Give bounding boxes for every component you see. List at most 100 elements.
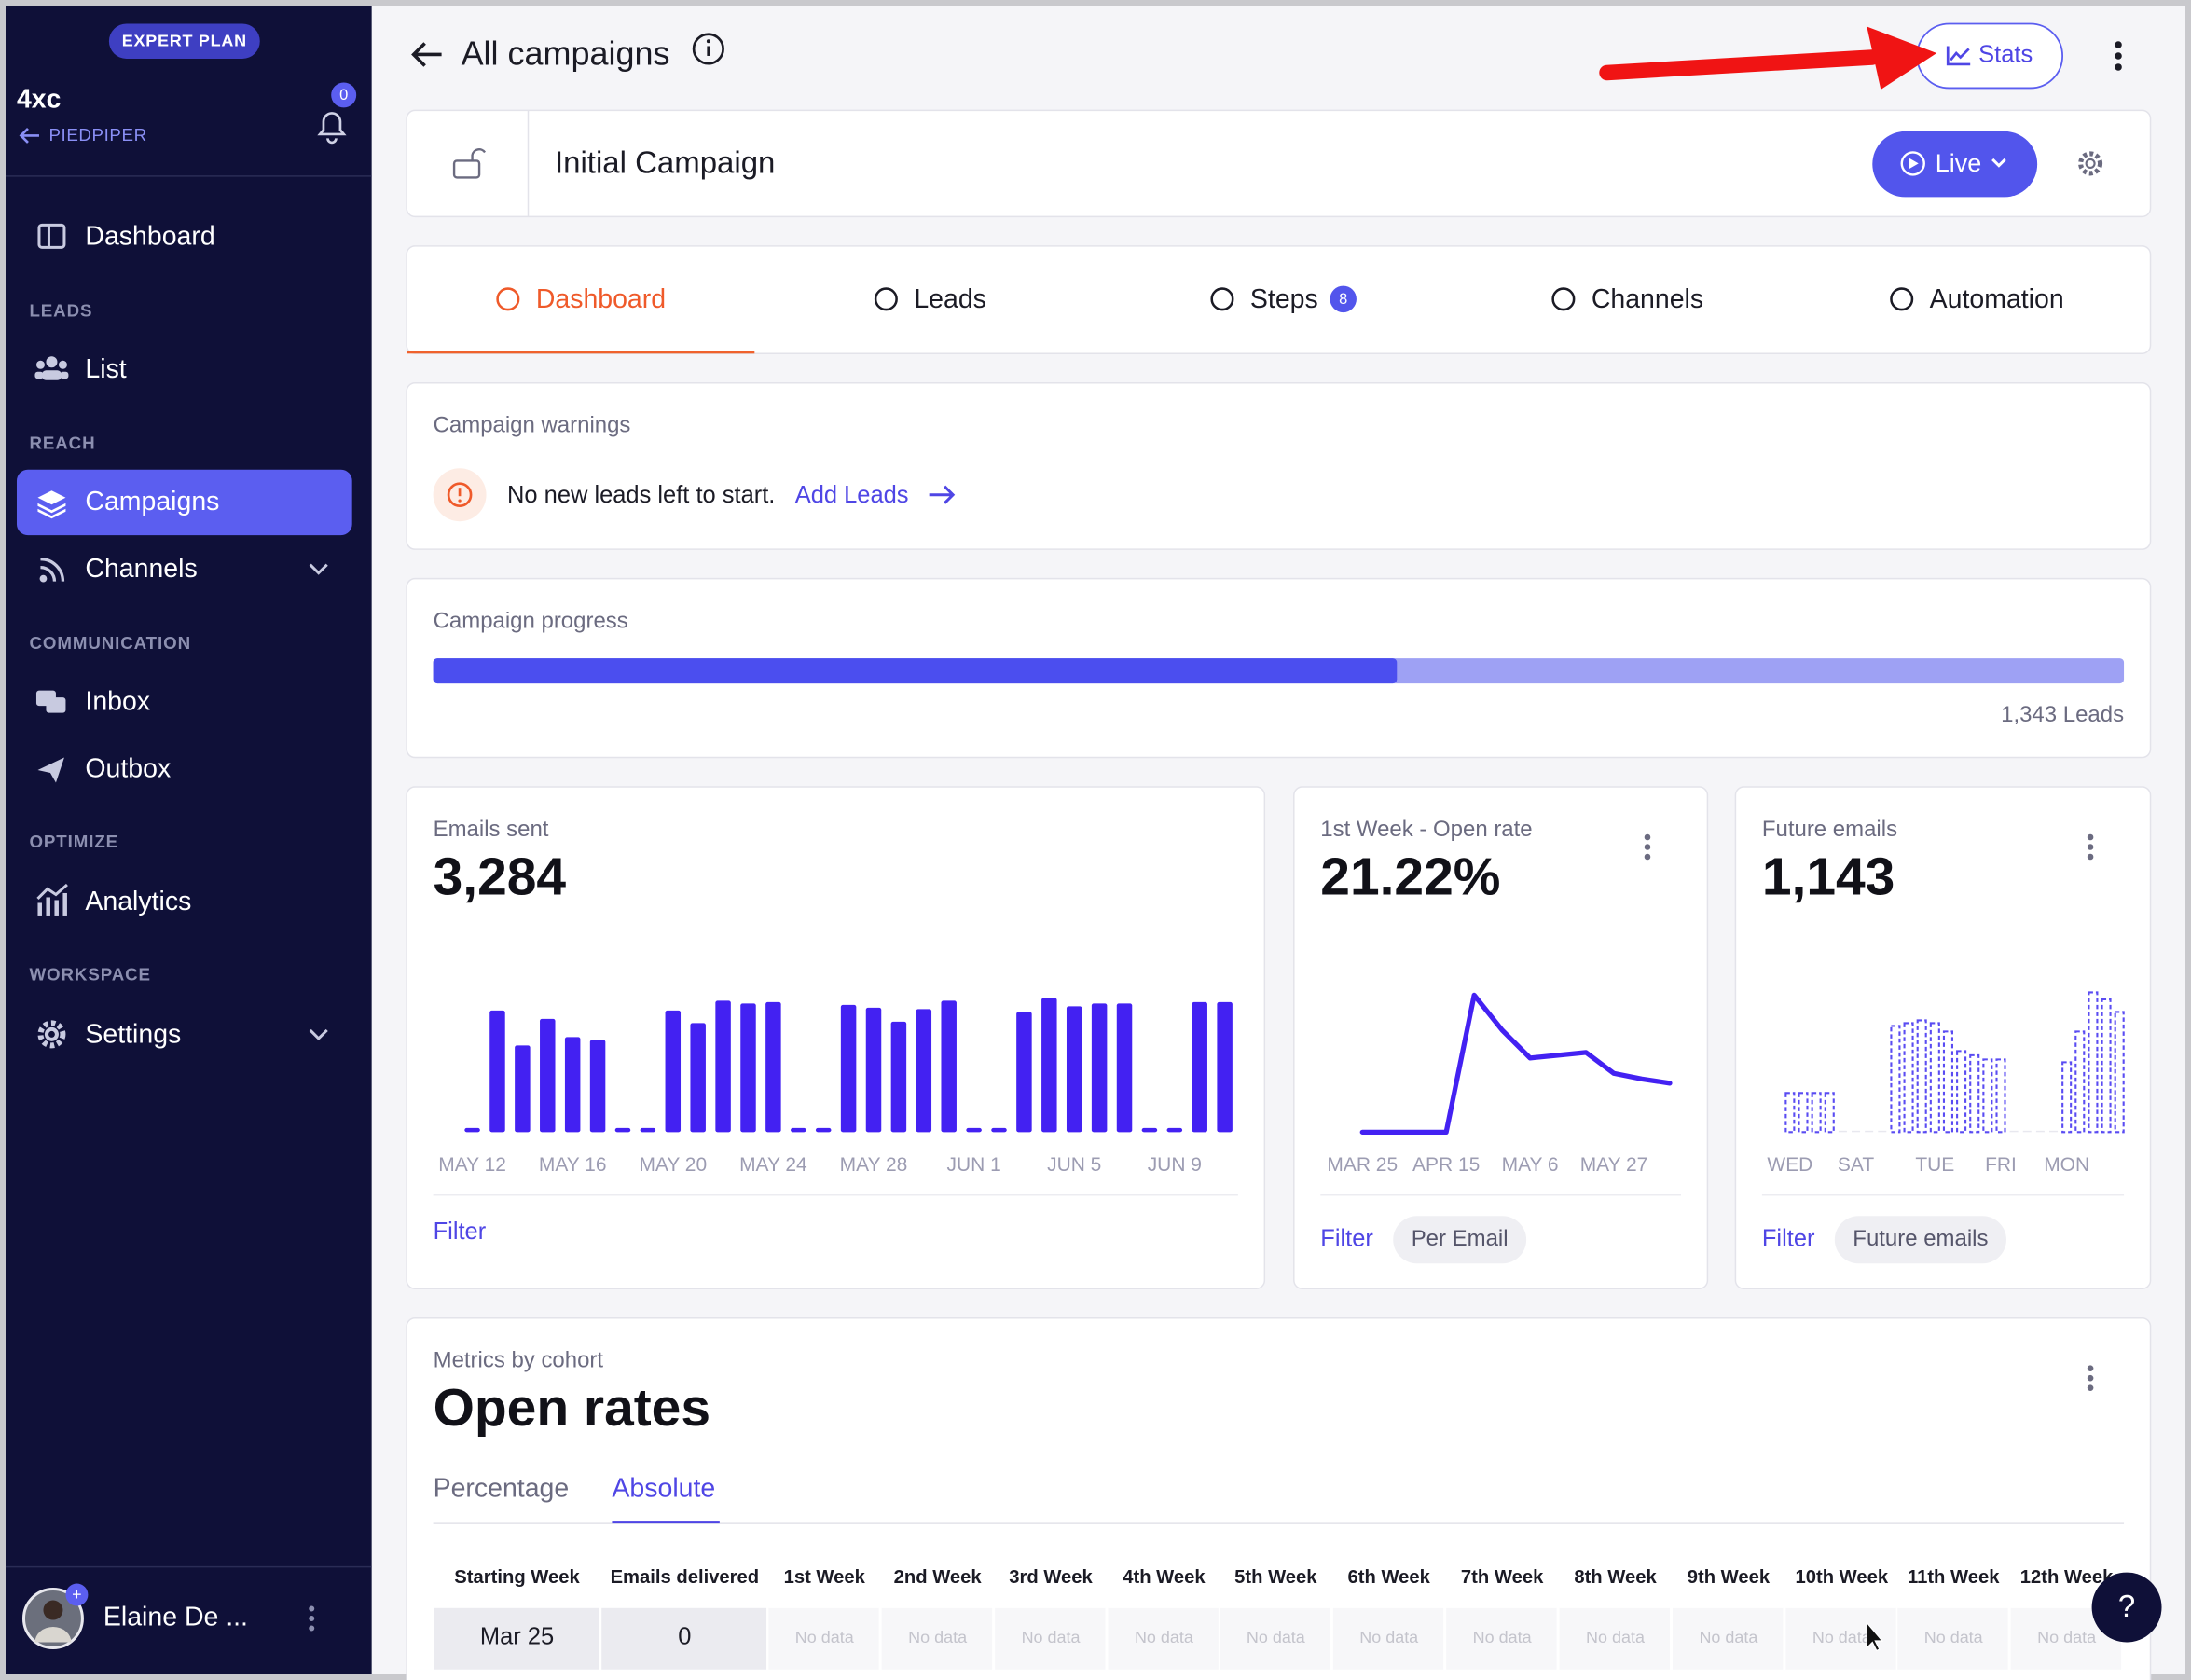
user-name[interactable]: Elaine De ...	[103, 1603, 248, 1632]
tab-active[interactable]: Dashboard	[536, 284, 666, 314]
x-tick-label: WED	[1767, 1154, 1812, 1176]
progress-title: Campaign progress	[434, 608, 628, 633]
card-menu[interactable]	[2087, 833, 2094, 861]
table-cell-text: No data	[2037, 1628, 2096, 1646]
stats-label[interactable]: Stats	[1978, 42, 2033, 68]
warning-icon-dot	[458, 499, 462, 503]
bell-icon[interactable]	[317, 112, 347, 145]
avatar-body	[34, 1627, 72, 1643]
table-cell	[993, 1606, 1107, 1672]
info-icon[interactable]	[692, 33, 724, 65]
bar	[589, 1040, 606, 1133]
table-cell	[1444, 1606, 1559, 1672]
pill-label[interactable]: Per Email	[1412, 1226, 1509, 1251]
nav-outbox[interactable]: Outbox	[85, 754, 171, 784]
live-button[interactable]	[1872, 131, 2038, 198]
nav-channels[interactable]: Channels	[85, 554, 197, 584]
gear-center	[2085, 158, 2096, 169]
nav-campaigns[interactable]: Campaigns	[85, 487, 219, 516]
nav-settings[interactable]: Settings	[85, 1019, 181, 1049]
table-cell	[1106, 1606, 1220, 1672]
live-label[interactable]: Live	[1936, 149, 1981, 177]
help-button[interactable]	[2091, 1572, 2162, 1643]
tab[interactable]: Automation	[1930, 284, 2064, 314]
pill-label[interactable]: Future emails	[1853, 1226, 1988, 1251]
bar	[815, 1127, 832, 1133]
nav-active-bg	[16, 469, 352, 536]
cohort-menu[interactable]	[2087, 1365, 2094, 1391]
x-tick-label: MAY 27	[1580, 1154, 1648, 1176]
tab-badge: 8	[1339, 291, 1347, 308]
bar	[791, 1127, 806, 1133]
nav-section: COMMUNICATION	[29, 633, 191, 653]
tab[interactable]: Steps	[1250, 284, 1318, 314]
filter-link[interactable]: Filter	[1320, 1225, 1373, 1251]
page-title: All campaigns	[462, 34, 670, 72]
stat-card	[406, 786, 1266, 1289]
back-icon[interactable]	[19, 127, 39, 144]
back-arrow[interactable]	[411, 42, 442, 67]
add-leads-arrow[interactable]	[929, 485, 956, 504]
nav-list[interactable]: List	[85, 354, 126, 384]
nav-inbox[interactable]: Inbox	[85, 687, 150, 717]
gear-icon[interactable]	[2078, 151, 2103, 176]
table-cell-text: No data	[1247, 1628, 1305, 1646]
tabs: Dashboard Leads Steps 8 Channels Automation	[496, 284, 2064, 314]
campaign-bar	[406, 109, 2152, 218]
nav-dashboard[interactable]: Dashboard	[85, 221, 214, 251]
filter-link[interactable]: Filter	[434, 1219, 487, 1245]
user-menu[interactable]	[309, 1605, 315, 1632]
bar	[991, 1127, 1007, 1133]
table-header: 2nd Week	[894, 1567, 983, 1588]
nav-analytics[interactable]: Analytics	[85, 887, 191, 916]
cohort-subtitle: Metrics by cohort	[434, 1348, 604, 1373]
dashed-bar	[1852, 1130, 1861, 1133]
card-menu[interactable]	[1644, 833, 1651, 861]
table-header: Emails delivered	[611, 1567, 760, 1588]
add-leads-link[interactable]: Add Leads	[795, 482, 909, 508]
bar	[1141, 1127, 1158, 1133]
dashed-bar	[1838, 1130, 1847, 1133]
dashed-bar	[1890, 1025, 1901, 1134]
table-header: 11th Week	[1908, 1567, 2000, 1588]
bar	[840, 1004, 857, 1133]
stats-icon	[1946, 46, 1971, 66]
bar	[941, 1000, 957, 1133]
bar	[715, 1000, 731, 1133]
table-header: 4th Week	[1123, 1567, 1206, 1588]
warning-message: No new leads left to start.	[507, 482, 775, 508]
dashed-bar	[1824, 1092, 1835, 1134]
pill[interactable]	[1834, 1216, 2006, 1264]
table-cell	[1671, 1606, 1784, 1672]
tab[interactable]: Leads	[914, 284, 986, 314]
table-cell-text: No data	[1473, 1628, 1532, 1646]
campaign-name: Initial Campaign	[555, 145, 775, 180]
x-tick-label: APR 15	[1412, 1154, 1480, 1176]
bar	[614, 1127, 631, 1133]
lock-icon[interactable]	[452, 159, 481, 179]
inbox-icon	[35, 690, 66, 713]
card-title: 1st Week - Open rate	[1320, 817, 1532, 842]
bar	[540, 1018, 556, 1133]
cohort-tab[interactable]: Percentage	[434, 1474, 570, 1504]
bar	[489, 1010, 505, 1133]
dashboard-icon	[37, 223, 66, 249]
x-tick-label: MAY 6	[1502, 1154, 1559, 1176]
chevron[interactable]	[309, 563, 328, 575]
filter-link[interactable]: Filter	[1762, 1225, 1815, 1251]
table-cell	[1218, 1606, 1332, 1672]
help-label[interactable]: ?	[2118, 1589, 2135, 1623]
tab[interactable]: Channels	[1592, 284, 1703, 314]
chevron[interactable]	[309, 1028, 328, 1041]
back-link[interactable]: PIEDPIPER	[48, 125, 146, 145]
table-cell-text: No data	[1586, 1628, 1645, 1646]
cohort-tab-active[interactable]: Absolute	[612, 1474, 715, 1504]
pill[interactable]	[1393, 1216, 1527, 1264]
page-menu[interactable]	[2115, 41, 2122, 71]
x-tick-label: MON	[2044, 1154, 2089, 1176]
dashed-bar	[1784, 1092, 1796, 1134]
nav-section: OPTIMIZE	[29, 832, 118, 851]
